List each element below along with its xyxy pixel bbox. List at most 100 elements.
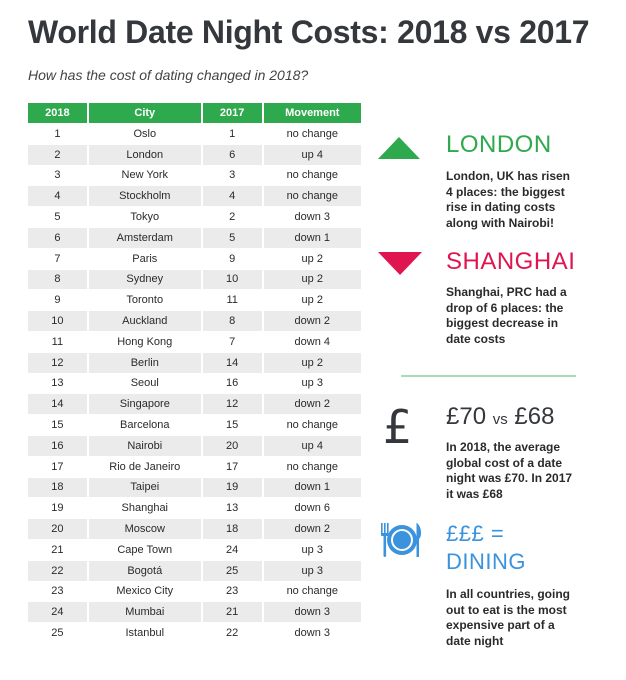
table-row: 22 Bogotá 25 up 3 [28,559,361,582]
rank-2018-cell: 22 [28,559,89,582]
movement-cell: down 4 [262,330,361,353]
movement-cell: down 1 [262,226,361,249]
rank-2017-cell: 24 [201,538,264,561]
rank-2017-cell: 6 [201,143,264,166]
rank-2018-cell: 19 [28,497,89,519]
city-cell: Tokyo [87,206,203,228]
rank-2018-cell: 9 [28,289,89,311]
rank-2018-cell: 8 [28,268,89,290]
movement-cell: up 2 [262,268,361,290]
rank-2018-cell: 10 [28,310,89,332]
rank-2017-cell: 3 [201,164,264,186]
cost-vs: vs [492,411,508,428]
rank-2017-cell: 9 [201,247,264,270]
table-row: 17 Rio de Janeiro 17 no change [28,455,361,478]
table-row: 7 Paris 9 up 2 [28,247,361,270]
rank-2018-cell: 23 [28,580,89,602]
rankings-table: 2018 City 2017 Movement 1 Oslo 1 no change 2… [28,103,361,643]
city-cell: Bogotá [87,559,203,582]
movement-cell: no change [262,580,361,602]
down-arrow-icon [378,252,422,275]
table-row: 6 Amsterdam 5 down 1 [28,226,361,249]
cost-description: In 2018, the average global cost of a da… [446,440,573,501]
rank-2018-cell: 5 [28,206,89,228]
movement-cell: no change [262,414,361,436]
city-cell: Berlin [87,351,203,374]
rank-2018-cell: 4 [28,185,89,207]
section-divider [401,375,576,377]
movement-cell: down 2 [262,310,361,332]
rank-2017-cell: 8 [201,310,264,332]
table-row: 19 Shanghai 13 down 6 [28,497,361,519]
rank-2017-cell: 2 [201,206,264,228]
dining-description: In all countries, going out to eat is th… [446,587,571,648]
movement-cell: down 2 [262,393,361,415]
rank-2018-cell: 25 [28,622,89,643]
plate-cutlery-icon [381,523,422,557]
table-row: 1 Oslo 1 no change [28,123,361,145]
rank-2017-cell: 15 [201,414,264,436]
london-description: London, UK has risen 4 places: the bigge… [446,169,571,230]
page-title: World Date Night Costs: 2018 vs 2017 [28,14,590,50]
rank-2017-cell: 21 [201,601,264,623]
table-row: 16 Nairobi 20 up 4 [28,434,361,457]
table-row: 23 Mexico City 23 no change [28,580,361,602]
city-cell: Oslo [87,123,203,145]
movement-cell: up 4 [262,434,361,457]
city-cell: Seoul [87,372,203,394]
rank-2017-cell: 14 [201,351,264,374]
city-cell: New York [87,164,203,186]
movement-cell: no change [262,164,361,186]
rank-2017-cell: 16 [201,372,264,394]
rank-2017-cell: 25 [201,559,264,582]
city-cell: Auckland [87,310,203,332]
rank-2018-cell: 13 [28,372,89,394]
movement-cell: up 2 [262,351,361,374]
rank-2017-cell: 5 [201,226,264,249]
movement-cell: up 3 [262,538,361,561]
table-row: 2 London 6 up 4 [28,143,361,166]
rank-2017-cell: 18 [201,518,264,540]
rank-2018-cell: 7 [28,247,89,270]
rank-2017-cell: 10 [201,268,264,290]
city-cell: Singapore [87,393,203,415]
rank-2018-cell: 3 [28,164,89,186]
table-row: 4 Stockholm 4 no change [28,185,361,207]
city-cell: Amsterdam [87,226,203,249]
city-cell: Nairobi [87,434,203,457]
table-row: 20 Moscow 18 down 2 [28,518,361,540]
pound-icon: £ [383,400,413,454]
movement-cell: no change [262,123,361,145]
column-header-movement: Movement [262,103,361,124]
rank-2018-cell: 1 [28,123,89,145]
rank-2017-cell: 22 [201,622,264,643]
shanghai-heading: SHANGHAI [446,248,576,275]
rank-2018-cell: 21 [28,538,89,561]
table-row: 18 Taipei 19 down 1 [28,476,361,498]
table-row: 10 Auckland 8 down 2 [28,310,361,332]
movement-cell: no change [262,185,361,207]
rank-2017-cell: 1 [201,123,264,145]
city-cell: Taipei [87,476,203,498]
up-arrow-icon [378,137,420,159]
movement-cell: down 3 [262,622,361,643]
movement-cell: down 2 [262,518,361,540]
rank-2018-cell: 6 [28,226,89,249]
rank-2017-cell: 11 [201,289,264,311]
movement-cell: up 2 [262,289,361,311]
movement-cell: down 3 [262,601,361,623]
movement-cell: down 3 [262,206,361,228]
city-cell: Cape Town [87,538,203,561]
table-row: 14 Singapore 12 down 2 [28,393,361,415]
movement-cell: down 1 [262,476,361,498]
dining-heading: £££ = DINING [446,520,526,576]
city-cell: Shanghai [87,497,203,519]
movement-cell: up 3 [262,559,361,582]
city-cell: Paris [87,247,203,270]
city-cell: Stockholm [87,185,203,207]
rank-2018-cell: 18 [28,476,89,498]
table-body: 1 Oslo 1 no change 2 London 6 up 4 3 New York 3 no … [28,123,361,643]
city-cell: Toronto [87,289,203,311]
rank-2017-cell: 12 [201,393,264,415]
table-row: 12 Berlin 14 up 2 [28,351,361,374]
